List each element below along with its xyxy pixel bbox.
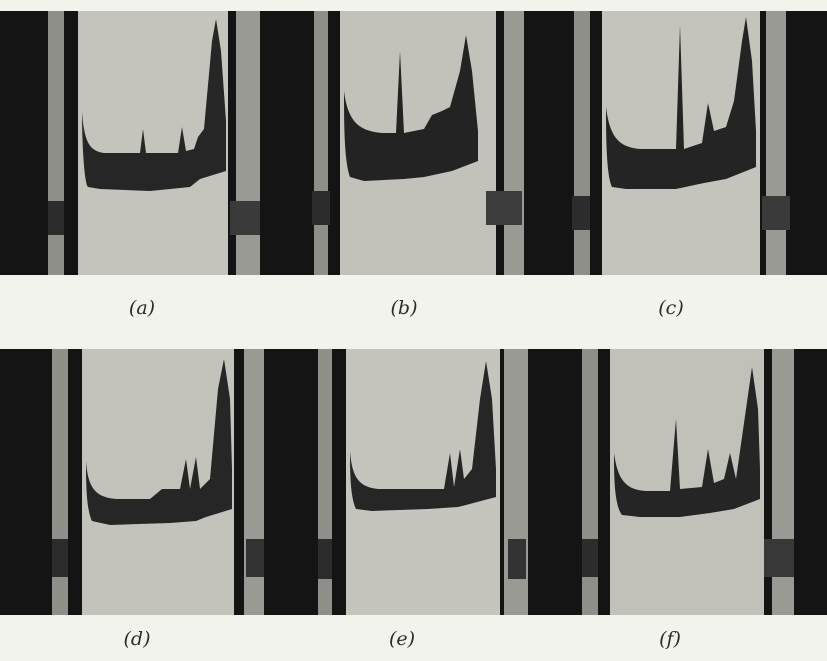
trace-f — [614, 367, 760, 517]
trace-a — [82, 19, 226, 191]
photograph-d — [0, 349, 268, 615]
trace-e — [350, 361, 496, 511]
caption-e: (e) — [388, 628, 416, 650]
caption-a: (a) — [128, 297, 156, 319]
caption-c: (c) — [658, 297, 684, 319]
photograph-a — [0, 11, 264, 275]
photo-strip-bottom — [0, 349, 827, 615]
caption-b: (b) — [390, 297, 418, 319]
caption-d: (d) — [123, 628, 151, 650]
caption-f: (f) — [659, 628, 681, 650]
photograph-c — [526, 11, 827, 275]
trace-d — [86, 359, 232, 525]
photograph-f — [530, 349, 827, 615]
trace-c — [606, 17, 756, 189]
photograph-e — [268, 349, 530, 615]
photo-strip-top — [0, 11, 827, 275]
trace-b — [344, 35, 478, 181]
photograph-b — [264, 11, 526, 275]
